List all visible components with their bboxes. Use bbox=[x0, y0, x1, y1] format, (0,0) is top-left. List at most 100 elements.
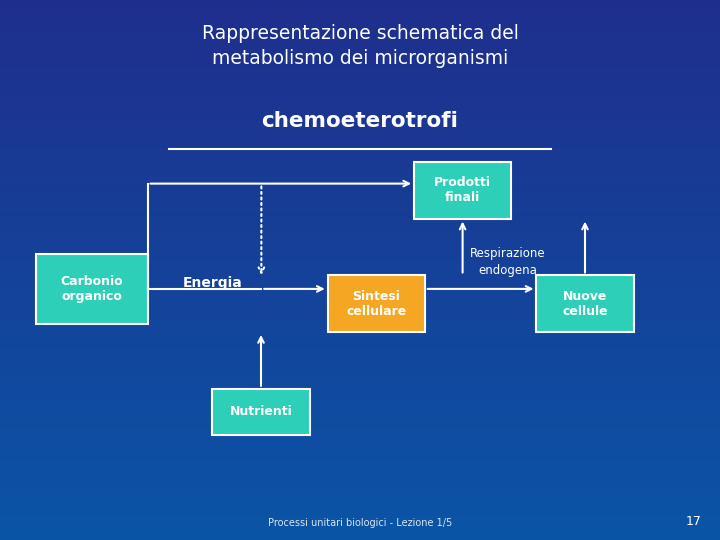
Bar bbox=[0, 76, 720, 81]
Bar bbox=[0, 356, 720, 362]
Bar bbox=[0, 427, 720, 432]
Bar bbox=[0, 454, 720, 459]
Bar bbox=[0, 227, 720, 232]
Bar bbox=[0, 200, 720, 205]
Bar bbox=[0, 502, 720, 508]
Bar bbox=[0, 265, 720, 270]
Text: Nutrienti: Nutrienti bbox=[230, 405, 292, 418]
Bar bbox=[0, 211, 720, 216]
Bar bbox=[0, 529, 720, 535]
Bar bbox=[0, 124, 720, 130]
Bar bbox=[0, 151, 720, 157]
Text: Nuove
cellule: Nuove cellule bbox=[562, 290, 608, 318]
Bar bbox=[0, 491, 720, 497]
Bar bbox=[0, 524, 720, 529]
Bar bbox=[0, 373, 720, 378]
Bar bbox=[0, 513, 720, 518]
Bar bbox=[0, 335, 720, 340]
Bar bbox=[0, 32, 720, 38]
Bar bbox=[0, 302, 720, 308]
Bar bbox=[0, 421, 720, 427]
Bar bbox=[0, 140, 720, 146]
Bar bbox=[0, 119, 720, 124]
Bar bbox=[0, 113, 720, 119]
Bar bbox=[0, 194, 720, 200]
FancyBboxPatch shape bbox=[536, 275, 634, 332]
Bar bbox=[0, 405, 720, 410]
Bar bbox=[0, 81, 720, 86]
Bar bbox=[0, 221, 720, 227]
Bar bbox=[0, 448, 720, 454]
Bar bbox=[0, 351, 720, 356]
Bar bbox=[0, 205, 720, 211]
Bar bbox=[0, 92, 720, 97]
Bar bbox=[0, 146, 720, 151]
FancyBboxPatch shape bbox=[414, 162, 511, 219]
Text: Carbonio
organico: Carbonio organico bbox=[60, 275, 123, 303]
Bar bbox=[0, 432, 720, 437]
Bar bbox=[0, 475, 720, 481]
Bar bbox=[0, 238, 720, 243]
Bar bbox=[0, 308, 720, 313]
Bar bbox=[0, 259, 720, 265]
Bar bbox=[0, 378, 720, 383]
Bar bbox=[0, 216, 720, 221]
Bar bbox=[0, 329, 720, 335]
Bar bbox=[0, 270, 720, 275]
Bar bbox=[0, 108, 720, 113]
Bar bbox=[0, 383, 720, 389]
Bar bbox=[0, 346, 720, 351]
FancyBboxPatch shape bbox=[212, 389, 310, 435]
Bar bbox=[0, 135, 720, 140]
Bar bbox=[0, 178, 720, 184]
Bar bbox=[0, 437, 720, 443]
Bar bbox=[0, 286, 720, 292]
Bar bbox=[0, 184, 720, 189]
Bar bbox=[0, 173, 720, 178]
Text: Prodotti
finali: Prodotti finali bbox=[434, 177, 491, 204]
Bar bbox=[0, 400, 720, 405]
Bar bbox=[0, 535, 720, 540]
Bar bbox=[0, 130, 720, 135]
Bar bbox=[0, 297, 720, 302]
Bar bbox=[0, 443, 720, 448]
Bar bbox=[0, 38, 720, 43]
Text: Processi unitari biologici - Lezione 1/5: Processi unitari biologici - Lezione 1/5 bbox=[268, 518, 452, 528]
Bar bbox=[0, 97, 720, 103]
Bar bbox=[0, 162, 720, 167]
Bar bbox=[0, 86, 720, 92]
Bar bbox=[0, 232, 720, 238]
Bar bbox=[0, 340, 720, 346]
Bar bbox=[0, 389, 720, 394]
Bar bbox=[0, 367, 720, 373]
Bar bbox=[0, 103, 720, 108]
Bar bbox=[0, 362, 720, 367]
FancyBboxPatch shape bbox=[328, 275, 425, 332]
Bar bbox=[0, 157, 720, 162]
Text: 17: 17 bbox=[686, 515, 702, 528]
Text: chemoeterotrofi: chemoeterotrofi bbox=[261, 111, 459, 131]
Bar bbox=[0, 167, 720, 173]
Bar bbox=[0, 518, 720, 524]
Bar bbox=[0, 319, 720, 324]
Bar bbox=[0, 65, 720, 70]
Bar bbox=[0, 189, 720, 194]
Bar bbox=[0, 16, 720, 22]
Bar bbox=[0, 43, 720, 49]
Bar bbox=[0, 281, 720, 286]
Bar bbox=[0, 292, 720, 297]
Text: Rappresentazione schematica del
metabolismo dei microrganismi: Rappresentazione schematica del metaboli… bbox=[202, 24, 518, 68]
Bar bbox=[0, 464, 720, 470]
Bar bbox=[0, 59, 720, 65]
Bar bbox=[0, 70, 720, 76]
Bar bbox=[0, 486, 720, 491]
Bar bbox=[0, 27, 720, 32]
Bar bbox=[0, 11, 720, 16]
Bar bbox=[0, 394, 720, 400]
FancyBboxPatch shape bbox=[36, 254, 148, 324]
Bar bbox=[0, 416, 720, 421]
Bar bbox=[0, 22, 720, 27]
Bar bbox=[0, 459, 720, 464]
Bar bbox=[0, 49, 720, 54]
Bar bbox=[0, 5, 720, 11]
